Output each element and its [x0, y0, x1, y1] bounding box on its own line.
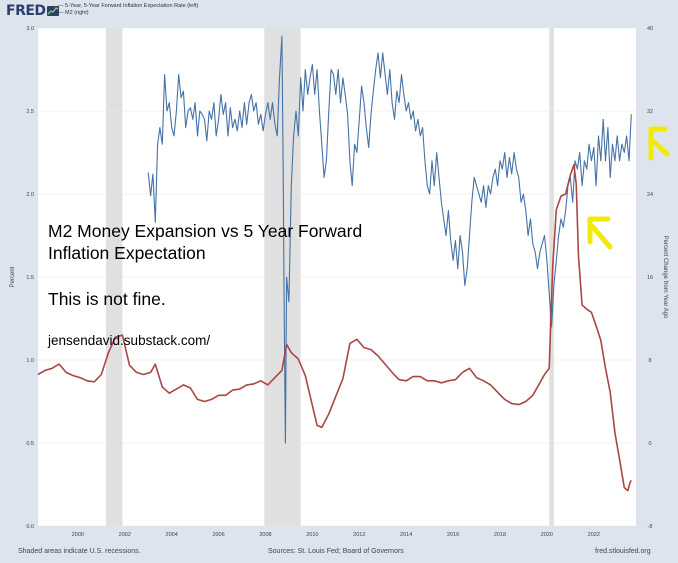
- fred-url[interactable]: fred.stlouisfed.org: [595, 548, 651, 555]
- y-left-tick-label: 3.0: [26, 26, 34, 32]
- annotation-title: M2 Money Expansion vs 5 Year Forward Inf…: [48, 221, 363, 263]
- x-tick-label: 2018: [494, 532, 506, 538]
- chart-legend: — 5-Year, 5-Year Forward Inflation Expec…: [58, 3, 198, 17]
- y-left-tick-label: 2.0: [26, 192, 34, 198]
- series-layer: [37, 35, 632, 492]
- series-line-m2: [37, 164, 632, 492]
- x-tick-label: 2014: [400, 532, 412, 538]
- y-left-tick-label: 0.5: [26, 441, 34, 447]
- arrow-layer: [587, 126, 670, 250]
- y-left-tick-label: 2.5: [26, 109, 34, 115]
- legend-item-m2: — M2 (right): [58, 10, 198, 17]
- x-tick-label: 2010: [306, 532, 318, 538]
- arrow-icon: [648, 126, 670, 161]
- axis-layer: 0.0 0.5 1.0 1.5 2.0 2.5 3.0 -8 0 8 16 24 32 40 2000 200…: [10, 26, 668, 538]
- y-right-tick-label: -8: [648, 524, 653, 530]
- y-right-tick-label: 24: [647, 192, 653, 198]
- fred-logo: FRED: [6, 3, 46, 19]
- legend-label-inflation: — 5-Year, 5-Year Forward Inflation Expec…: [58, 3, 199, 9]
- y-right-tick-label: 0: [648, 441, 651, 447]
- y-right-tick-label: 8: [648, 358, 651, 364]
- series-line-inflation: [147, 35, 632, 444]
- y-right-tick-label: 16: [647, 275, 653, 281]
- legend-label-m2: — M2 (right): [58, 10, 89, 16]
- grid-layer: [38, 27, 636, 527]
- recession-note: Shaded areas indicate U.S. recessions.: [18, 548, 141, 555]
- x-tick-label: 2002: [119, 532, 131, 538]
- y-right-tick-label: 32: [647, 109, 653, 115]
- fred-brand: FRED: [6, 3, 59, 19]
- y-right-tick-label: 40: [647, 26, 653, 32]
- x-tick-label: 2000: [72, 532, 84, 538]
- y-right-axis-title: Percent Change from Year Ago: [662, 236, 668, 319]
- x-tick-label: 2008: [259, 532, 271, 538]
- x-tick-label: 2020: [541, 532, 553, 538]
- x-tick-label: 2004: [166, 532, 178, 538]
- x-tick-label: 2006: [212, 532, 224, 538]
- x-tick-label: 2022: [588, 532, 600, 538]
- y-left-tick-label: 1.5: [26, 275, 34, 281]
- annotation-subtitle: This is not fine.: [48, 289, 166, 309]
- annotation-link[interactable]: jensendavid.substack.com/: [48, 333, 211, 348]
- y-left-tick-label: 1.0: [26, 358, 34, 364]
- x-tick-label: 2012: [353, 532, 365, 538]
- x-tick-label: 2016: [447, 532, 459, 538]
- legend-item-inflation: — 5-Year, 5-Year Forward Inflation Expec…: [58, 3, 198, 10]
- source-note: Sources: St. Louis Fed; Board of Governo…: [268, 548, 404, 555]
- arrow-icon: [587, 216, 613, 250]
- y-left-tick-label: 0.0: [26, 524, 34, 530]
- fred-sparkline-icon: [46, 6, 59, 16]
- y-left-axis-title: Percent: [10, 266, 16, 287]
